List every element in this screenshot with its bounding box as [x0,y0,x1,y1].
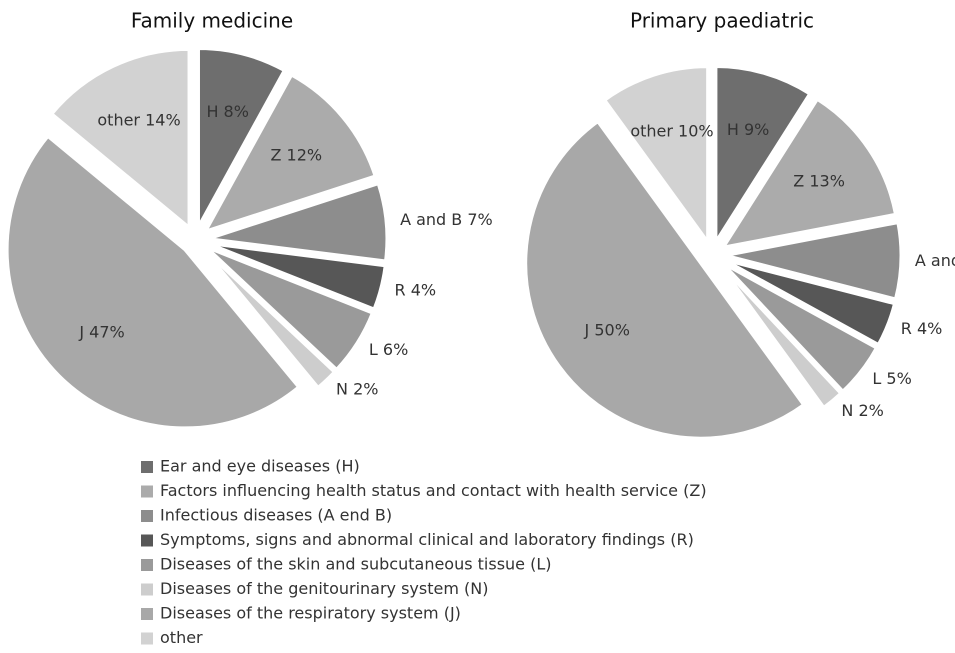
pie-slice [208,241,387,311]
slice-label: other 14% [97,111,180,130]
pie-slice [5,134,301,430]
pie-slice [205,246,375,372]
slice-label: J 47% [78,322,124,341]
slice-label: Z 13% [793,172,845,191]
legend-swatch [141,534,153,547]
pie-slice [724,258,897,347]
chart-title: Primary paediatric [630,9,814,33]
legend-swatch [141,632,153,645]
pie-slice [196,46,287,228]
slice-label: other 10% [630,121,713,140]
chart-title: Family medicine [131,9,293,33]
slice-label: Z 12% [271,146,323,165]
pie-slice [49,47,191,231]
pie-slice [202,73,377,234]
legend-swatch [141,510,153,522]
legend-label: Factors influencing health status and co… [160,481,707,500]
slice-label: L 6% [369,340,408,359]
legend-label: Diseases of the genitourinary system (N) [160,579,488,598]
pie-slice [602,65,710,247]
pie-slice [725,220,903,301]
slice-label: A and B 7% [915,251,955,270]
legend-label: Infectious diseases (A end B) [160,506,392,525]
pie-slice [208,181,389,263]
legend-swatch [141,559,153,571]
slice-label: N 2% [336,380,378,399]
pie-slice [719,264,843,410]
pie-slice [524,119,806,440]
slice-label: H 8% [206,102,249,121]
legend-label: Symptoms, signs and abnormal clinical an… [160,530,694,549]
pie-slice [720,97,898,250]
legend-swatch [141,485,153,498]
legend-swatch [141,608,153,620]
slice-label: R 4% [901,319,943,338]
slice-label: H 9% [727,120,770,139]
legend-label: Ear and eye diseases (H) [160,457,360,476]
legend-swatch [141,583,153,596]
pie-slice [203,249,337,390]
legend-label: Diseases of the respiratory system (J) [160,604,461,623]
slice-label: N 2% [841,401,883,420]
legend-swatch [141,461,153,473]
pie-slice [721,262,879,394]
slice-label: A and B 7% [400,210,493,229]
slice-label: J 50% [584,321,630,340]
legend-label: other [160,628,203,647]
slice-label: R 4% [395,281,437,300]
legend-label: Diseases of the skin and subcutaneous ti… [160,555,552,574]
slice-label: L 5% [872,369,911,388]
pie-slice [714,65,812,247]
